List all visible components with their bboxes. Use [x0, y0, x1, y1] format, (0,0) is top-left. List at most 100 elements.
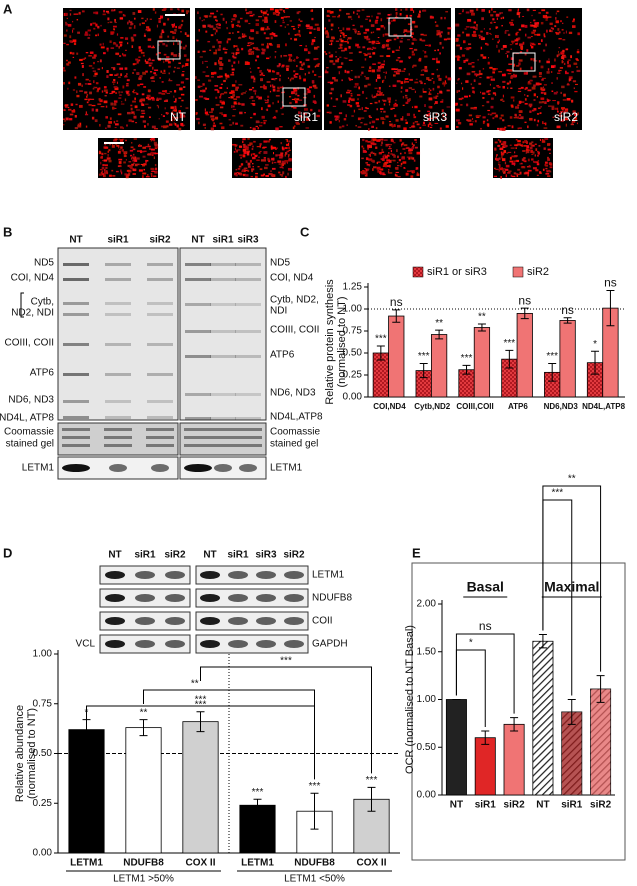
speckle	[219, 123, 222, 125]
speckle	[456, 83, 457, 84]
speckle	[519, 29, 521, 31]
speckle	[134, 138, 137, 139]
speckle	[181, 41, 182, 44]
speckle	[260, 122, 262, 123]
speckle	[305, 73, 306, 75]
speckle	[107, 49, 109, 51]
speckle	[277, 90, 280, 92]
speckle	[560, 67, 563, 69]
speckle	[271, 36, 273, 39]
speckle	[354, 110, 355, 113]
speckle	[524, 140, 526, 142]
speckle	[377, 77, 381, 79]
speckle	[363, 170, 364, 173]
speckle	[566, 49, 568, 51]
band	[235, 263, 261, 266]
speckle	[249, 89, 252, 91]
speckle	[558, 70, 560, 72]
speckle	[545, 168, 547, 169]
speckle	[99, 87, 100, 89]
speckle	[528, 83, 532, 85]
speckle	[379, 93, 382, 96]
speckle	[120, 92, 123, 93]
band	[184, 428, 212, 431]
speckle	[231, 105, 232, 108]
speckle	[539, 76, 542, 77]
speckle	[480, 54, 483, 56]
speckle	[479, 73, 483, 75]
speckle	[89, 34, 91, 35]
speckle	[487, 76, 490, 78]
speckle	[393, 108, 395, 109]
speckle	[119, 161, 122, 164]
speckle	[214, 72, 217, 75]
speckle	[324, 51, 326, 52]
speckle	[541, 39, 543, 42]
speckle	[244, 112, 246, 113]
speckle	[351, 95, 353, 97]
speckle	[129, 166, 133, 168]
speckle	[118, 91, 119, 93]
speckle	[388, 148, 392, 149]
speckle	[186, 59, 189, 62]
speckle	[347, 90, 349, 92]
speckle	[306, 127, 309, 128]
speckle	[261, 27, 265, 28]
speckle	[495, 142, 498, 144]
speckle	[308, 90, 311, 93]
speckle	[216, 29, 218, 32]
speckle	[103, 14, 106, 16]
speckle	[274, 162, 277, 163]
speckle	[525, 34, 526, 37]
speckle	[525, 103, 528, 105]
speckle	[489, 10, 490, 13]
speckle	[567, 84, 570, 86]
speckle	[307, 88, 310, 90]
speckle	[317, 28, 320, 30]
speckle	[422, 40, 426, 42]
speckle	[415, 121, 418, 122]
speckle	[448, 32, 450, 35]
label: COI, ND4	[11, 273, 55, 284]
speckle	[162, 43, 165, 45]
speckle	[139, 23, 140, 25]
speckle	[285, 8, 288, 9]
speckle	[86, 111, 87, 114]
band	[147, 343, 173, 346]
speckle	[481, 9, 485, 12]
speckle	[235, 45, 238, 47]
speckle	[97, 26, 99, 29]
speckle	[181, 94, 184, 96]
speckle	[113, 79, 115, 81]
speckle	[309, 86, 312, 88]
speckle	[401, 158, 405, 160]
speckle	[440, 101, 443, 102]
speckle	[125, 155, 127, 157]
speckle	[365, 29, 369, 32]
speckle	[157, 25, 158, 28]
speckle	[464, 96, 468, 98]
speckle	[521, 87, 524, 89]
speckle	[383, 44, 386, 46]
speckle	[217, 27, 220, 28]
speckle	[251, 154, 252, 157]
speckle	[91, 99, 94, 100]
speckle	[511, 75, 515, 77]
speckle	[325, 53, 327, 55]
speckle	[530, 150, 533, 153]
speckle	[86, 96, 87, 98]
speckle	[535, 169, 538, 171]
speckle	[340, 94, 342, 97]
speckle	[535, 148, 537, 151]
speckle	[547, 99, 548, 100]
blot-label: GAPDH	[312, 639, 348, 650]
speckle	[543, 169, 545, 171]
blot-label: LETM1	[270, 463, 303, 474]
x-tick-label: siR2	[590, 800, 612, 811]
legend-swatch	[513, 267, 523, 277]
speckle	[153, 175, 156, 177]
speckle	[158, 18, 161, 20]
speckle	[144, 125, 146, 127]
speckle	[209, 50, 211, 51]
speckle	[252, 148, 254, 150]
